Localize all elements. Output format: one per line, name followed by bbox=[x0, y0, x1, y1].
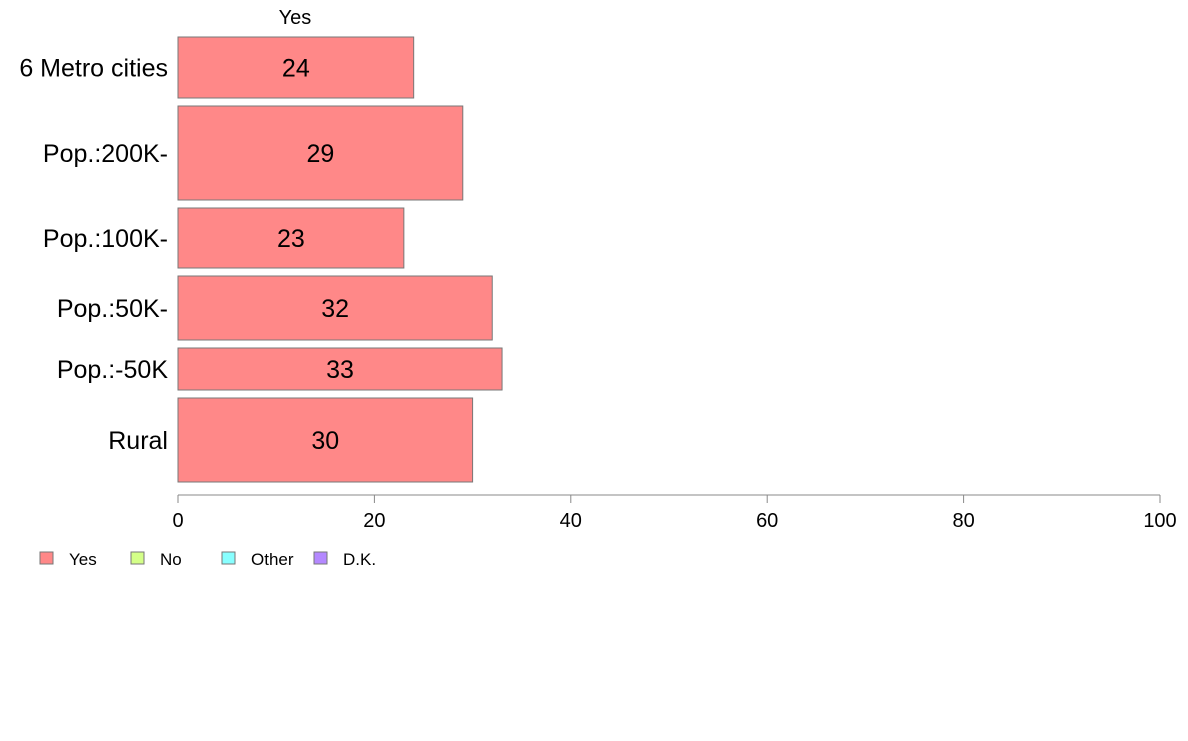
data-label: 33 bbox=[326, 356, 354, 384]
legend-swatch bbox=[313, 551, 328, 565]
data-label: 32 bbox=[321, 295, 349, 323]
legend-label: Yes bbox=[69, 550, 97, 569]
bar-0 bbox=[177, 36, 415, 99]
bars-group: 6 Metro cities 24 Pop.:200K- 29 Pop.:100K- 23… bbox=[19, 36, 503, 483]
category-label: Rural bbox=[108, 427, 168, 455]
legend-swatch bbox=[221, 551, 236, 565]
legend: Yes No Other D.K. bbox=[39, 550, 376, 569]
legend-swatch bbox=[130, 551, 145, 565]
data-label: 30 bbox=[311, 427, 339, 455]
x-axis: 0 20 40 60 80 100 bbox=[172, 494, 1177, 532]
category-label: Pop.:-50K bbox=[57, 356, 169, 384]
legend-label: Other bbox=[251, 550, 294, 569]
x-tick-label: 20 bbox=[363, 510, 385, 532]
x-tick-label: 40 bbox=[560, 510, 582, 532]
x-tick-label: 100 bbox=[1143, 510, 1176, 532]
category-label: Pop.:50K- bbox=[57, 295, 168, 323]
legend-label: No bbox=[160, 550, 182, 569]
bar-4 bbox=[177, 347, 503, 391]
category-label: 6 Metro cities bbox=[19, 55, 168, 83]
data-label: 29 bbox=[306, 140, 334, 168]
bar-3 bbox=[177, 275, 493, 341]
x-tick-label: 60 bbox=[756, 510, 778, 532]
legend-swatch bbox=[39, 551, 54, 565]
x-tick-label: 80 bbox=[952, 510, 974, 532]
x-tick-label: 0 bbox=[172, 510, 183, 532]
category-label: Pop.:100K- bbox=[43, 225, 168, 253]
data-label: 24 bbox=[282, 55, 310, 83]
bar-2 bbox=[177, 207, 405, 269]
category-label: Pop.:200K- bbox=[43, 140, 168, 168]
bar-1 bbox=[177, 105, 464, 201]
legend-label: D.K. bbox=[343, 550, 376, 569]
data-label: 23 bbox=[277, 225, 305, 253]
column-title: Yes bbox=[279, 7, 312, 29]
bar-5 bbox=[177, 397, 474, 483]
